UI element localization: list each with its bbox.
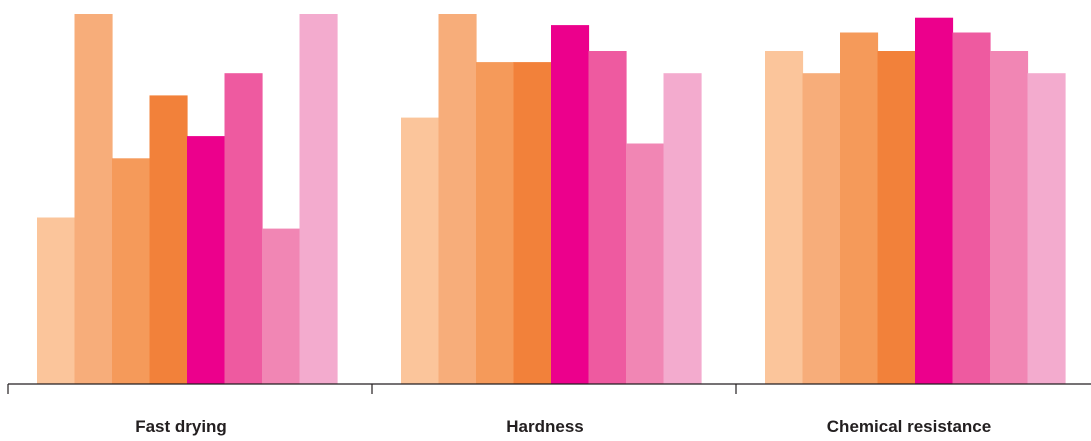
bar-hardness-1 (401, 117, 440, 384)
bars-layer (37, 14, 1066, 385)
bar-chemical-resistance-7 (990, 51, 1029, 384)
bar-chemical-resistance-1 (765, 51, 804, 384)
bar-fast-drying-5 (187, 136, 226, 384)
bar-fast-drying-2 (74, 14, 113, 384)
bar-fast-drying-1 (37, 217, 76, 384)
bar-hardness-5 (551, 25, 590, 384)
bar-chemical-resistance-5 (915, 17, 954, 384)
x-axis-ticks (7, 384, 737, 394)
x-tick-label-fast-drying: Fast drying (135, 417, 227, 436)
bar-hardness-2 (438, 14, 477, 384)
bar-fast-drying-7 (262, 228, 301, 384)
bar-chemical-resistance-6 (952, 32, 991, 384)
bar-hardness-6 (588, 51, 627, 384)
bar-hardness-3 (476, 62, 515, 384)
bar-chemical-resistance-4 (877, 51, 916, 384)
bar-chemical-resistance-3 (840, 32, 879, 384)
bar-chemical-resistance-2 (802, 73, 841, 384)
bar-hardness-7 (626, 143, 665, 384)
bar-fast-drying-3 (112, 158, 151, 384)
x-tick-label-chemical-resistance: Chemical resistance (827, 417, 991, 436)
bar-fast-drying-6 (224, 73, 263, 384)
x-axis-labels: Fast drying Hardness Chemical resistance (135, 417, 991, 436)
bar-fast-drying-4 (149, 95, 188, 385)
bar-chemical-resistance-8 (1027, 73, 1066, 384)
bar-hardness-4 (513, 62, 552, 384)
bar-fast-drying-8 (299, 14, 338, 384)
x-tick-label-hardness: Hardness (506, 417, 583, 436)
bar-hardness-8 (663, 73, 702, 384)
